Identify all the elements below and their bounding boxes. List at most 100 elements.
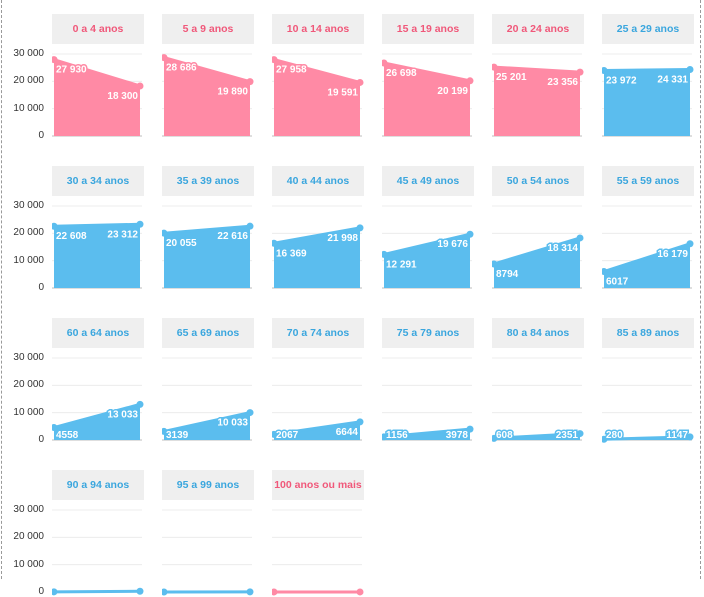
panel-title: 5 a 9 anos	[162, 14, 254, 44]
value-label-end: 23 312	[107, 229, 138, 240]
data-point	[52, 588, 58, 595]
value-label-end: 1147	[666, 430, 688, 441]
data-point	[247, 78, 254, 85]
panel-title: 0 a 4 anos	[52, 14, 144, 44]
panel-plot	[272, 504, 364, 596]
panel-title: 20 a 24 anos	[492, 14, 584, 44]
value-label-start: 8794	[496, 269, 519, 280]
data-point	[137, 401, 144, 408]
panel-plot	[162, 504, 254, 596]
value-label-start: 6017	[606, 277, 629, 288]
panel-45-a-49-anos: 45 a 49 anos 12 291 19 676	[382, 166, 474, 288]
data-point	[137, 588, 144, 595]
value-label-start: 280	[606, 430, 623, 441]
panel-100-anos-ou-mais: 100 anos ou mais	[272, 470, 364, 592]
y-tick-label: 20 000	[0, 227, 44, 238]
data-point	[687, 240, 694, 247]
value-label-start: 608	[496, 430, 513, 441]
y-tick-label: 30 000	[0, 48, 44, 59]
panel-plot: 16 369 21 998	[272, 200, 364, 292]
value-label-end: 10 033	[217, 418, 248, 429]
value-label-start: 12 291	[386, 259, 417, 270]
y-tick-label: 10 000	[0, 255, 44, 266]
y-tick-label: 30 000	[0, 352, 44, 363]
value-label-start: 16 369	[276, 248, 307, 259]
panel-title: 25 a 29 anos	[602, 14, 694, 44]
value-label-start: 2067	[276, 430, 299, 441]
value-label-end: 19 676	[437, 239, 468, 250]
panel-plot: 25 201 23 356	[492, 48, 584, 140]
value-label-start: 25 201	[496, 72, 527, 83]
panel-title: 85 a 89 anos	[602, 318, 694, 348]
panel-title: 30 a 34 anos	[52, 166, 144, 196]
value-label-end: 22 616	[217, 231, 248, 242]
panel-plot: 4558 13 033	[52, 352, 144, 444]
value-label-end: 18 300	[107, 91, 138, 102]
panel-40-a-44-anos: 40 a 44 anos 16 369 21 998	[272, 166, 364, 288]
panel-title: 45 a 49 anos	[382, 166, 474, 196]
panel-plot: 12 291 19 676	[382, 200, 474, 292]
panel-title: 65 a 69 anos	[162, 318, 254, 348]
panel-title: 40 a 44 anos	[272, 166, 364, 196]
panel-title: 10 a 14 anos	[272, 14, 364, 44]
panel-85-a-89-anos: 85 a 89 anos 280 1147	[602, 318, 694, 440]
y-tick-label: 0	[0, 434, 44, 445]
panel-90-a-94-anos: 90 a 94 anos	[52, 470, 144, 592]
data-point	[467, 77, 474, 84]
value-label-end: 24 331	[657, 74, 688, 85]
data-point	[577, 69, 584, 76]
value-label-end: 18 314	[547, 243, 578, 254]
data-point	[467, 231, 474, 238]
value-label-end: 13 033	[107, 409, 138, 420]
panel-title: 50 a 54 anos	[492, 166, 584, 196]
data-point	[137, 82, 144, 89]
value-label-end: 16 179	[657, 249, 688, 260]
panel-title: 35 a 39 anos	[162, 166, 254, 196]
data-point	[357, 418, 364, 425]
value-label-end: 6644	[336, 427, 359, 438]
y-tick-label: 30 000	[0, 504, 44, 515]
y-tick-label: 0	[0, 282, 44, 293]
value-label-start: 22 608	[56, 231, 87, 242]
panel-title: 55 a 59 anos	[602, 166, 694, 196]
series-line	[54, 591, 140, 592]
panel-55-a-59-anos: 55 a 59 anos 6017 16 179	[602, 166, 694, 288]
panel-title: 80 a 84 anos	[492, 318, 584, 348]
y-tick-label: 30 000	[0, 200, 44, 211]
panel-20-a-24-anos: 20 a 24 anos 25 201 23 356	[492, 14, 584, 136]
value-label-end: 21 998	[327, 233, 358, 244]
series-line	[604, 69, 690, 70]
y-tick-label: 0	[0, 586, 44, 597]
value-label-start: 27 958	[276, 65, 307, 76]
data-point	[272, 588, 278, 595]
panel-30-a-34-anos: 30 a 34 anos 22 608 23 312	[52, 166, 144, 288]
panel-plot: 2067 6644	[272, 352, 364, 444]
value-label-end: 23 356	[547, 77, 578, 88]
value-label-start: 4558	[56, 430, 79, 441]
panel-plot	[52, 504, 144, 596]
panel-title: 90 a 94 anos	[52, 470, 144, 500]
panel-plot: 280 1147	[602, 352, 694, 444]
panel-title: 100 anos ou mais	[272, 470, 364, 500]
y-tick-label: 20 000	[0, 531, 44, 542]
value-label-end: 20 199	[437, 86, 468, 97]
value-label-start: 28 686	[166, 63, 197, 74]
data-point	[247, 588, 254, 595]
